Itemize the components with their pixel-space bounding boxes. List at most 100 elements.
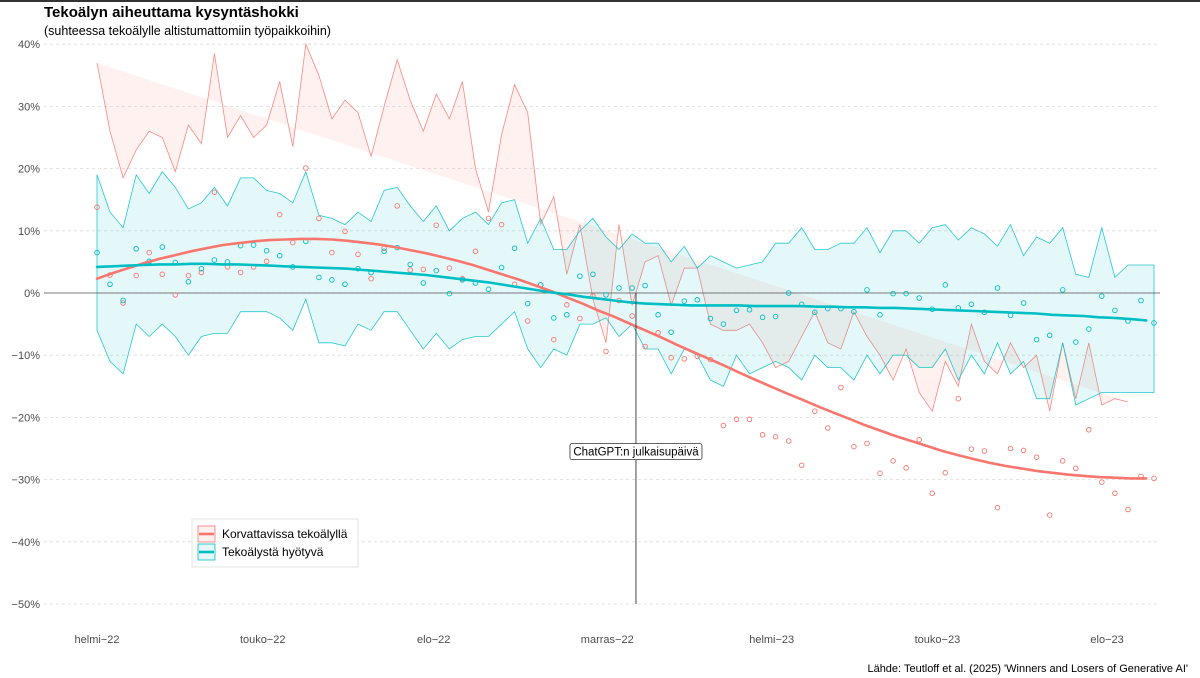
y-tick-label: 40% [18, 39, 40, 51]
data-point [668, 354, 674, 361]
data-point [551, 336, 557, 343]
legend-label: Tekoälystä hyötyvä [222, 545, 324, 559]
data-point [498, 221, 505, 228]
data-point [916, 295, 922, 301]
data-point [198, 265, 205, 272]
trend-line [95, 237, 1148, 480]
data-point [511, 245, 518, 251]
data-point [798, 462, 805, 469]
data-point [812, 408, 818, 414]
confidence-band [96, 170, 1155, 406]
y-tick-label: −30% [12, 475, 41, 487]
data-point [929, 490, 935, 497]
data-point [433, 222, 440, 228]
annotation-box [569, 443, 703, 461]
data-point [864, 287, 870, 293]
data-point [329, 277, 335, 283]
data-point [877, 470, 883, 477]
data-point [890, 458, 896, 464]
data-point [655, 312, 661, 318]
data-point [1086, 326, 1092, 332]
data-point [1020, 447, 1027, 454]
data-point [564, 302, 570, 308]
data-point [1059, 287, 1066, 293]
data-point [681, 356, 688, 362]
data-point [603, 292, 609, 298]
data-point [577, 273, 583, 279]
data-point [968, 301, 975, 307]
data-point [485, 286, 492, 293]
data-point [146, 249, 152, 256]
x-tick-label: touko−22 [240, 634, 286, 646]
data-point [759, 432, 766, 438]
x-tick-label: elo−22 [417, 634, 450, 646]
data-point [355, 251, 361, 258]
data-point [1138, 297, 1144, 304]
data-point [1099, 479, 1105, 485]
data-point [1073, 339, 1079, 345]
data-point [446, 265, 453, 271]
data-point [994, 504, 1001, 511]
data-point [785, 438, 792, 444]
data-point [303, 165, 309, 171]
data-point [94, 204, 100, 210]
confidence-bands [96, 42, 1155, 413]
x-tick-label: elo−23 [1090, 634, 1123, 646]
data-point [211, 189, 218, 195]
data-point [133, 272, 139, 279]
data-point [720, 422, 727, 429]
source-caption: Lähde: Teutloff et al. (2025) 'Winners a… [867, 663, 1188, 675]
data-point [237, 269, 244, 276]
data-point [642, 343, 648, 350]
x-tick-label: touko−23 [915, 634, 961, 646]
data-point [890, 290, 896, 297]
data-point [107, 281, 113, 288]
data-point [785, 290, 792, 296]
y-tick-label: −10% [12, 350, 41, 362]
data-point [368, 275, 374, 282]
data-point [120, 300, 126, 306]
legend-label: Korvattavissa tekoälyllä [222, 527, 348, 541]
data-point [524, 300, 531, 307]
y-tick-label: 10% [18, 226, 40, 238]
data-point [994, 285, 1001, 291]
data-point [772, 433, 779, 440]
data-point [955, 395, 962, 402]
data-point [381, 248, 387, 255]
data-point [1086, 427, 1092, 433]
data-point [159, 271, 166, 278]
data-point [250, 242, 257, 248]
data-point [172, 292, 179, 298]
data-point [903, 290, 909, 297]
data-point [1112, 307, 1118, 314]
data-point [759, 314, 766, 321]
data-point [616, 285, 622, 291]
x-tick-label: helmi−22 [75, 634, 120, 646]
y-tick-label: −40% [12, 537, 41, 549]
top-border [0, 0, 1200, 2]
x-axis-ticks: helmi−22 touko−22 elo−22 marras−22 helmi−23 t… [75, 634, 1124, 646]
confidence-band [96, 42, 1129, 413]
data-point [198, 269, 205, 276]
y-tick-label: −20% [12, 412, 41, 424]
data-point [407, 261, 413, 268]
data-point [276, 252, 283, 259]
legend: Korvattavissa tekoälyllä Tekoälystä hyöty… [191, 518, 359, 568]
data-point [211, 257, 218, 263]
data-point [746, 307, 753, 313]
data-point [394, 203, 400, 209]
data-point [1151, 320, 1157, 326]
trend-lines [95, 237, 1148, 480]
grid-lines [44, 43, 1160, 605]
data-point [276, 211, 283, 218]
legend-box [191, 518, 359, 568]
data-point [1020, 300, 1027, 306]
data-point [564, 312, 570, 318]
data-point [342, 281, 348, 288]
x-tick-label: marras−22 [581, 634, 634, 646]
data-point [446, 290, 453, 297]
data-point [733, 416, 740, 423]
data-point [94, 249, 100, 256]
data-point [316, 274, 322, 281]
